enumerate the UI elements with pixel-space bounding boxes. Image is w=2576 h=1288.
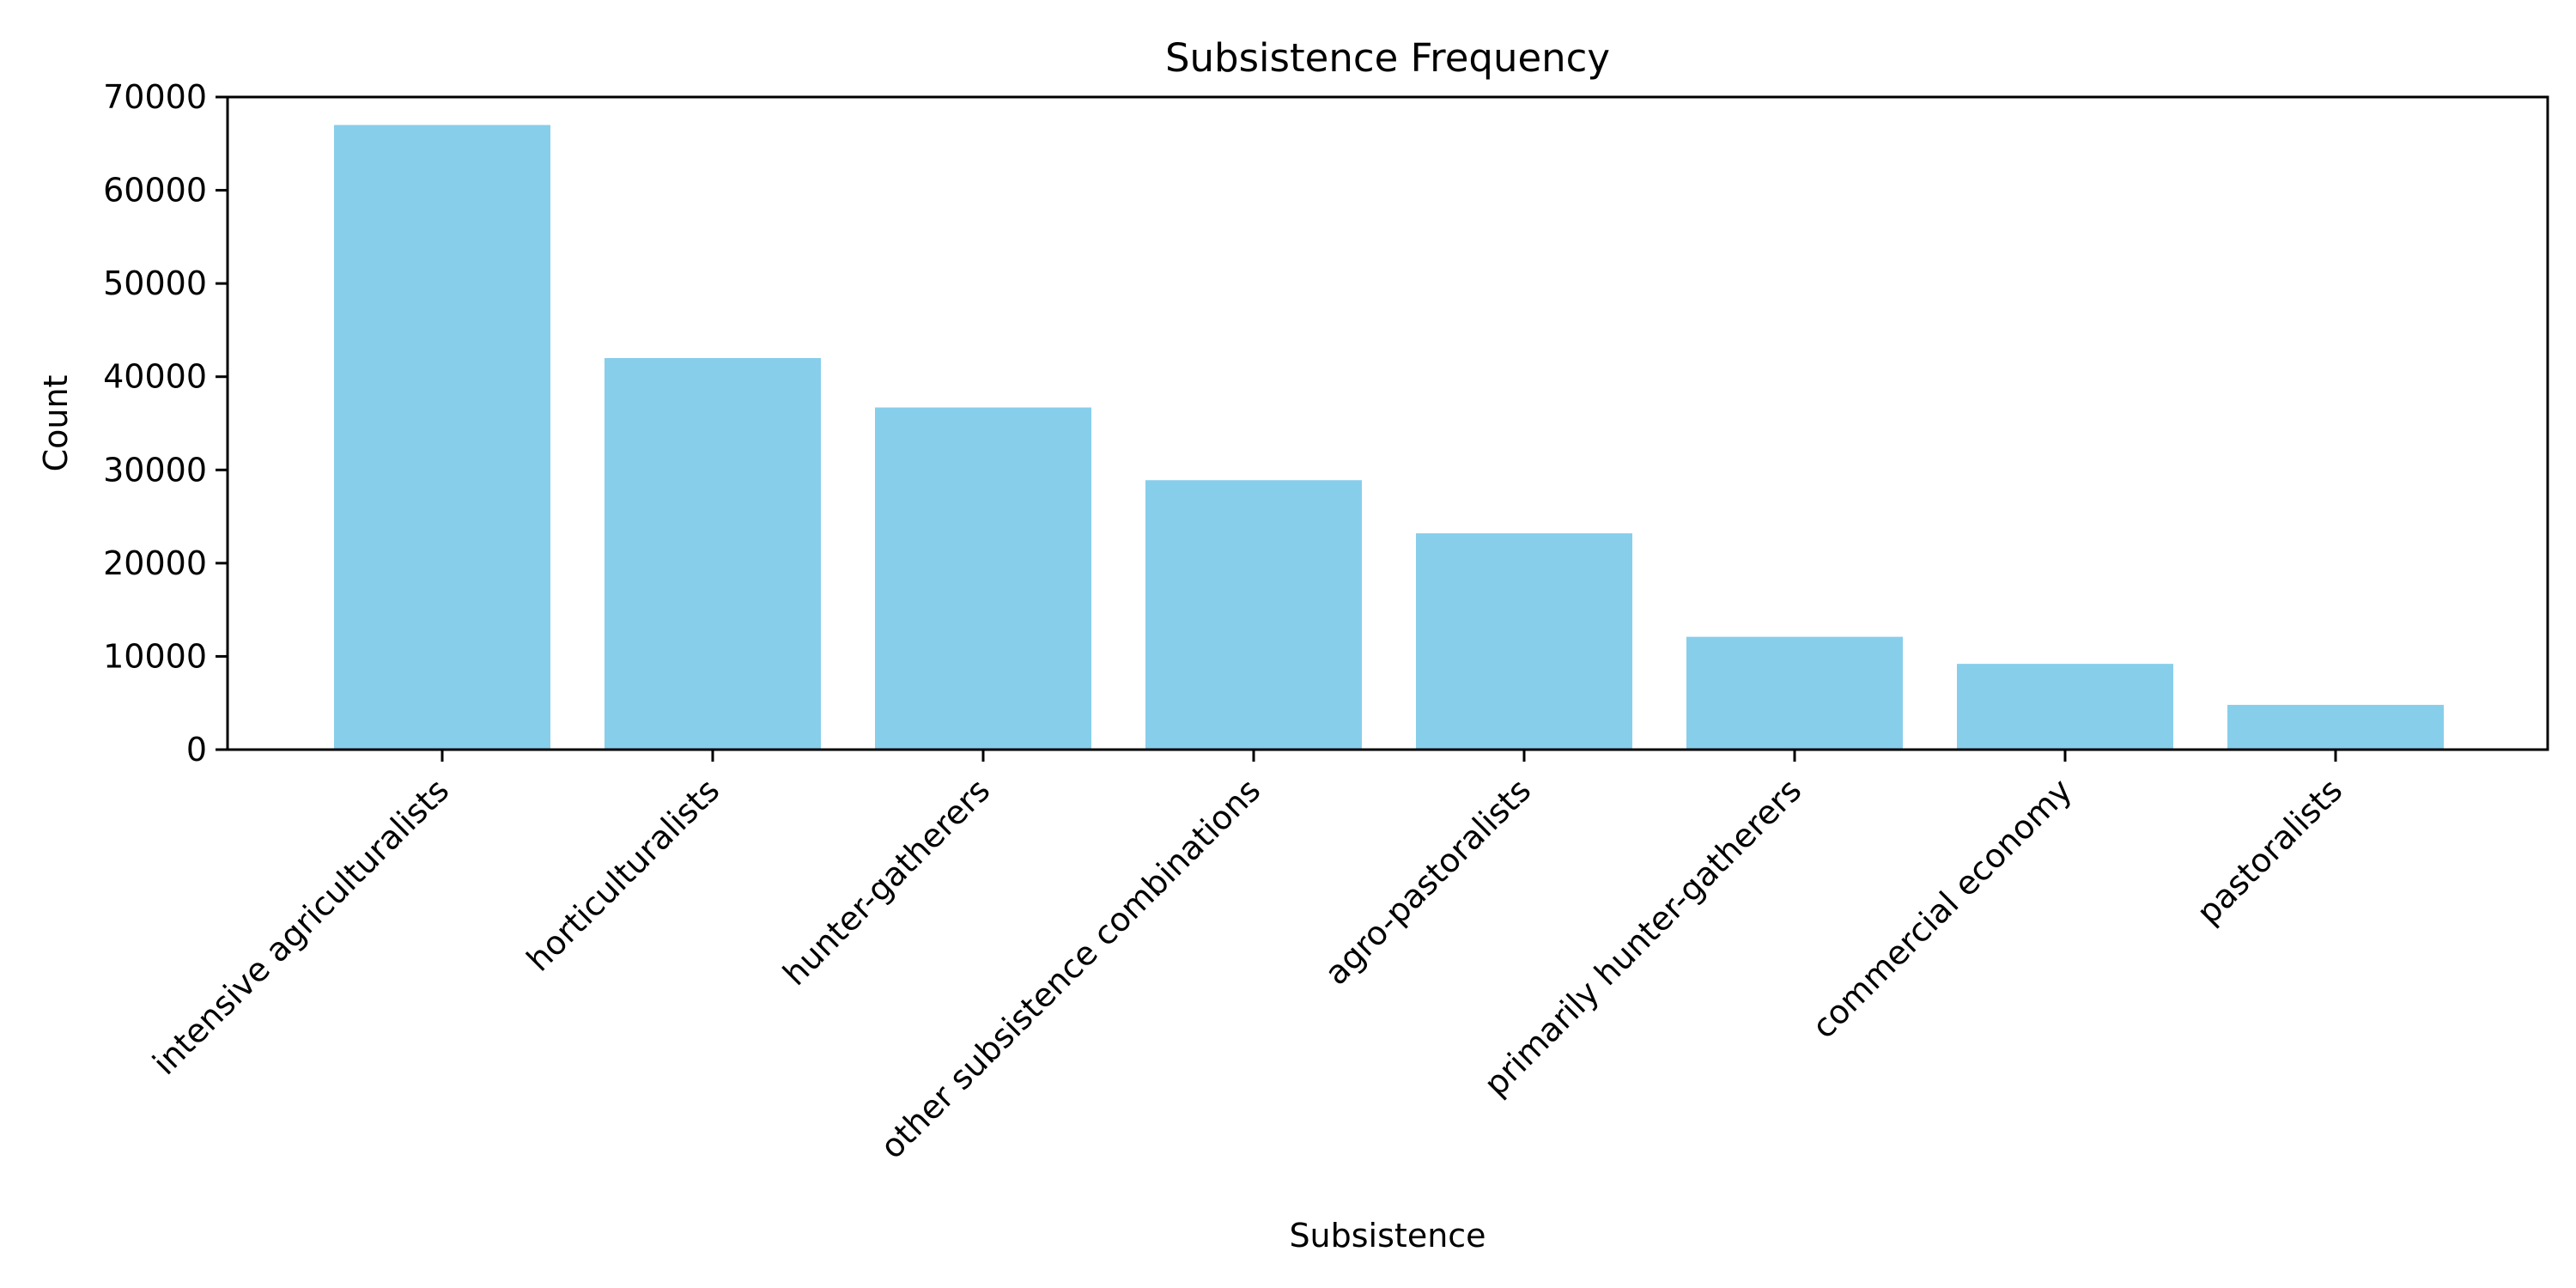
x-axis-label: Subsistence bbox=[1289, 1217, 1485, 1255]
y-axis: 0 10000 20000 30000 40000 50000 60000 70000 bbox=[103, 78, 228, 769]
x-tick-label: primarily hunter-gatherers bbox=[1477, 771, 1809, 1103]
y-tick-label: 60000 bbox=[103, 172, 207, 210]
bar bbox=[334, 125, 550, 750]
bar bbox=[875, 407, 1091, 750]
bar bbox=[1416, 533, 1632, 750]
x-tick-label: hunter-gatherers bbox=[775, 771, 997, 993]
y-tick-label: 30000 bbox=[103, 451, 207, 489]
y-tick-label: 0 bbox=[186, 731, 207, 769]
bars-group bbox=[334, 125, 2444, 750]
x-tick-label: intensive agriculturalists bbox=[145, 771, 456, 1082]
y-tick-label: 50000 bbox=[103, 264, 207, 302]
x-tick-label: agro-pastoralists bbox=[1317, 771, 1538, 992]
bar bbox=[2227, 704, 2444, 750]
y-tick-label: 10000 bbox=[103, 637, 207, 675]
bar bbox=[1957, 664, 2173, 750]
y-tick-label: 20000 bbox=[103, 544, 207, 582]
y-tick-label: 70000 bbox=[103, 78, 207, 116]
plot-frame bbox=[226, 95, 2549, 751]
x-tick-label: pastoralists bbox=[2190, 771, 2350, 932]
x-axis: intensive agriculturalists horticulturali… bbox=[145, 750, 2349, 1166]
x-tick-label: commercial economy bbox=[1805, 771, 2080, 1046]
bar bbox=[1686, 636, 1903, 750]
x-tick-label: horticulturalists bbox=[519, 771, 726, 978]
bar bbox=[1145, 480, 1362, 750]
y-axis-label: Count bbox=[37, 375, 75, 472]
chart-title: Subsistence Frequency bbox=[1165, 35, 1610, 81]
y-tick-label: 40000 bbox=[103, 358, 207, 396]
bar bbox=[605, 358, 821, 750]
